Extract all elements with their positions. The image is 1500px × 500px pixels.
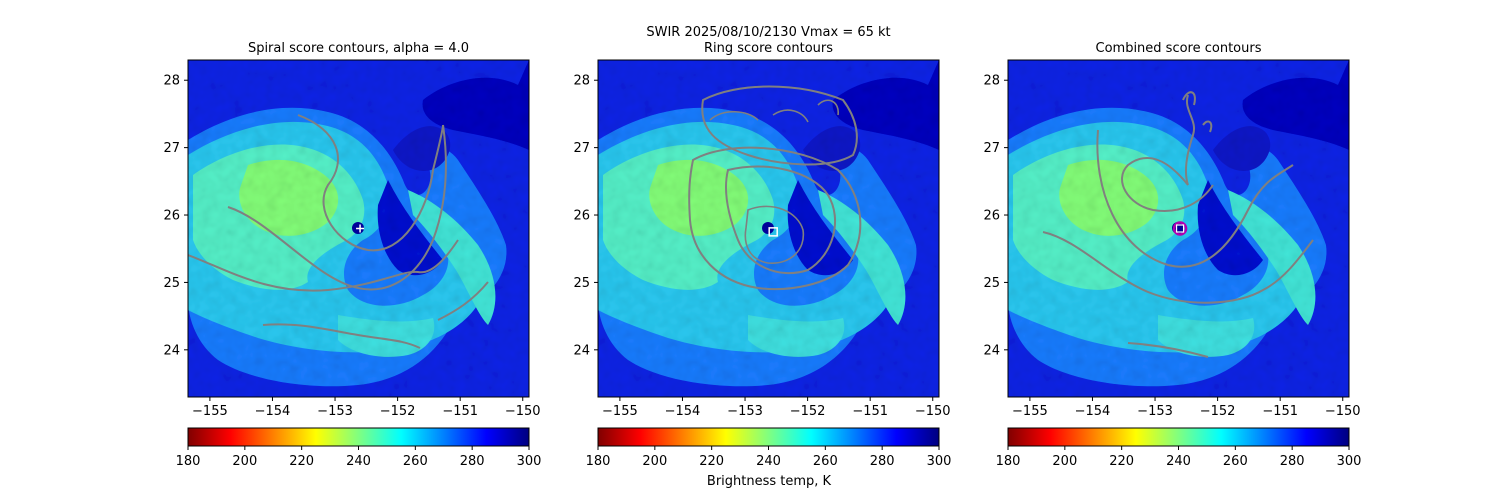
colorbar-tick-label: 180	[176, 454, 201, 469]
x-tick-label: −153	[317, 404, 353, 419]
y-tick-label: 27	[163, 141, 180, 156]
figure-suptitle: SWIR 2025/08/10/2130 Vmax = 65 kt	[646, 25, 890, 40]
contour-line	[227, 124, 447, 291]
panel-2: Ring score contours −155 −154 −153 −152 −151 −…	[573, 41, 951, 469]
contour-line	[701, 85, 858, 166]
colorbar	[597, 427, 940, 447]
center-marker-square	[1175, 224, 1185, 233]
center-marker-circle	[1172, 221, 1188, 236]
x-tick-label: −155	[602, 404, 638, 419]
x-tick-label: −153	[1137, 404, 1173, 419]
contour-line	[188, 239, 459, 292]
panel-title: Combined score contours	[1096, 41, 1262, 56]
x-tick-label: −154	[665, 404, 701, 419]
colorbar-tick-label: 220	[1109, 454, 1134, 469]
y-tick-label: 26	[163, 209, 180, 224]
panel-title: Spiral score contours, alpha = 4.0	[248, 41, 469, 56]
contour-line	[1127, 342, 1209, 358]
x-tick-label: −152	[380, 404, 416, 419]
colorbar-tick-label: 280	[1280, 454, 1305, 469]
x-tick-label: −151	[1262, 404, 1298, 419]
center-marker-plus	[356, 224, 365, 233]
colorbar-label: Brightness temp, K	[707, 474, 832, 489]
colorbar-tick-label: 200	[232, 454, 257, 469]
colorbar-tick-label: 240	[346, 454, 371, 469]
y-tick-label: 25	[573, 276, 590, 291]
colorbar-tick-label: 260	[1223, 454, 1248, 469]
panels: Spiral score contours, alpha = 4.0 −155 −1…	[163, 41, 1361, 469]
brightness-temp-image	[1008, 60, 1349, 397]
panel-title: Ring score contours	[704, 41, 833, 56]
colorbar	[1007, 427, 1350, 447]
y-tick-label: 25	[163, 276, 180, 291]
contour-line	[709, 99, 839, 123]
x-tick-label: −152	[1200, 404, 1236, 419]
contour-line	[1121, 94, 1214, 212]
contour-line	[437, 281, 489, 321]
contour-line	[688, 146, 862, 291]
x-tick-label: −150	[505, 404, 541, 419]
contour-line	[262, 323, 421, 349]
x-tick-label: −153	[727, 404, 763, 419]
y-tick-label: 28	[573, 74, 590, 89]
brightness-temp-image	[188, 60, 529, 397]
panel-1: Spiral score contours, alpha = 4.0 −155 −1…	[163, 41, 541, 469]
contour-line	[1182, 91, 1213, 133]
colorbar-tick-label: 220	[289, 454, 314, 469]
panel-3: Combined score contours −155 −154 −153 −152 −…	[983, 41, 1361, 469]
y-tick-label: 27	[983, 141, 1000, 156]
score-contours	[688, 85, 862, 291]
axes-frame	[187, 59, 530, 398]
y-tick-label: 26	[983, 209, 1000, 224]
colorbar-tick-label: 180	[586, 454, 611, 469]
colorbar-tick-label: 200	[642, 454, 667, 469]
axes-frame	[1007, 59, 1350, 398]
y-tick-label: 24	[163, 343, 180, 358]
colorbar-tick-label: 300	[517, 454, 542, 469]
contour-line	[744, 205, 805, 264]
x-tick-label: −150	[1325, 404, 1361, 419]
colorbar-tick-label: 300	[927, 454, 952, 469]
y-tick-label: 27	[573, 141, 590, 156]
x-tick-label: −154	[255, 404, 291, 419]
center-marker-square	[768, 227, 778, 237]
colorbar-tick-label: 240	[756, 454, 781, 469]
colorbar-tick-label: 180	[996, 454, 1021, 469]
colorbar-tick-label: 260	[813, 454, 838, 469]
colorbar-tick-label: 220	[699, 454, 724, 469]
contour-line	[297, 114, 444, 252]
colorbar-tick-label: 280	[870, 454, 895, 469]
x-tick-label: −152	[790, 404, 826, 419]
colorbar-tick-label: 300	[1337, 454, 1362, 469]
y-tick-label: 25	[983, 276, 1000, 291]
contour-line	[725, 165, 837, 275]
colorbar-tick-label: 240	[1166, 454, 1191, 469]
score-contours	[188, 114, 489, 349]
colorbar	[187, 427, 530, 447]
contour-line	[1042, 231, 1314, 304]
x-tick-label: −154	[1075, 404, 1111, 419]
colorbar-tick-label: 280	[460, 454, 485, 469]
x-tick-label: −155	[192, 404, 228, 419]
y-tick-label: 24	[983, 343, 1000, 358]
score-contours	[1042, 91, 1314, 358]
y-tick-label: 28	[163, 74, 180, 89]
y-tick-label: 24	[573, 343, 590, 358]
brightness-temp-image	[598, 60, 939, 397]
x-tick-label: −155	[1012, 404, 1048, 419]
x-tick-label: −151	[852, 404, 888, 419]
y-tick-label: 28	[983, 74, 1000, 89]
colorbar-tick-label: 260	[403, 454, 428, 469]
x-tick-label: −151	[442, 404, 478, 419]
colorbar-tick-label: 200	[1052, 454, 1077, 469]
x-tick-label: −150	[915, 404, 951, 419]
y-tick-label: 26	[573, 209, 590, 224]
axes-frame	[597, 59, 940, 398]
contour-line	[1096, 129, 1294, 268]
